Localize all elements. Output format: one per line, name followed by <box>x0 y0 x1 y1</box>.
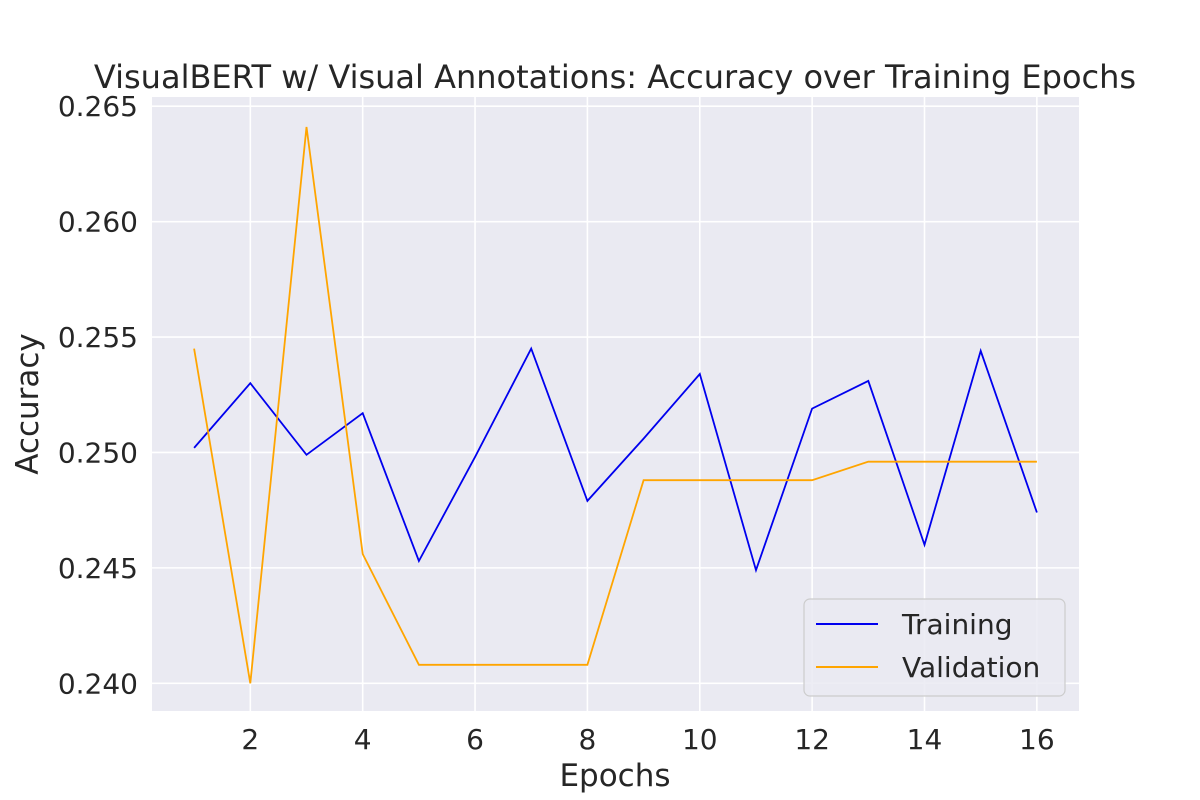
x-tick-label: 12 <box>794 723 830 756</box>
chart-title: VisualBERT w/ Visual Annotations: Accura… <box>94 58 1136 96</box>
x-tick-label: 4 <box>354 723 372 756</box>
x-tick-label: 6 <box>466 723 484 756</box>
y-tick-label: 0.255 <box>58 321 138 354</box>
y-tick-label: 0.265 <box>58 90 138 123</box>
legend-label-validation: Validation <box>902 651 1040 684</box>
x-tick-label: 2 <box>241 723 259 756</box>
series-line-training <box>193 346 1038 574</box>
y-tick-labels: 0.240 0.245 0.250 0.255 0.260 0.265 <box>58 90 138 700</box>
y-axis-label: Accuracy <box>10 333 46 475</box>
y-tick-label: 0.245 <box>58 552 138 585</box>
series-line-validation <box>193 126 1037 684</box>
x-tick-label: 10 <box>682 723 718 756</box>
y-tick-label: 0.250 <box>58 436 138 469</box>
x-tick-labels: 2 4 6 8 10 12 14 16 <box>241 723 1054 756</box>
legend-label-training: Training <box>901 608 1012 641</box>
x-tick-label: 8 <box>578 723 596 756</box>
y-tick-label: 0.260 <box>58 206 138 239</box>
legend: Training Validation <box>803 598 1066 697</box>
x-tick-label: 16 <box>1019 723 1055 756</box>
series-lines <box>193 126 1038 684</box>
y-tick-label: 0.240 <box>58 667 138 700</box>
y-gridlines <box>152 105 1079 685</box>
x-axis-label: Epochs <box>559 758 670 794</box>
x-tick-label: 14 <box>907 723 943 756</box>
